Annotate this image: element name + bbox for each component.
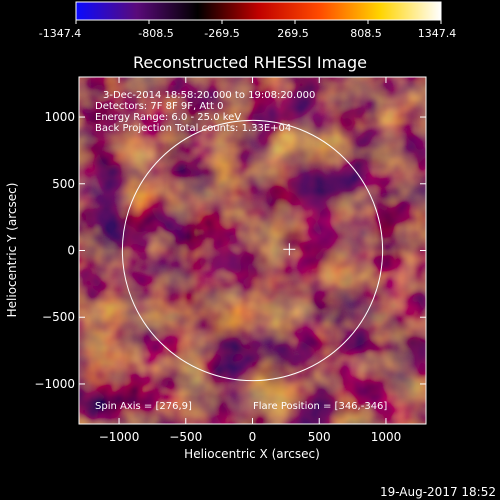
- x-axis-label: Heliocentric X (arcsec): [184, 447, 320, 461]
- x-tick-label: −500: [169, 430, 202, 444]
- y-tick-label: −500: [42, 310, 75, 324]
- y-tick-label: 500: [52, 177, 75, 191]
- y-axis-label: Heliocentric Y (arcsec): [5, 183, 19, 318]
- colorbar-tick-label-3: 269.5: [277, 27, 309, 40]
- colorbar-tick-label-4: 808.5: [350, 27, 382, 40]
- colorbar-tick-label-5: 1347.4: [418, 27, 457, 40]
- colorbar: -1347.4 -808.5 -269.5 269.5 808.5 1347.4: [39, 1, 457, 40]
- rhessi-image: [79, 77, 426, 424]
- x-tick-label: 1000: [371, 430, 402, 444]
- colorbar-tick-label-2: -269.5: [204, 27, 239, 40]
- x-tick-label: 0: [249, 430, 257, 444]
- colorbar-ticks: [75, 20, 442, 24]
- colorbar-tick-label-1: -808.5: [138, 27, 173, 40]
- plot-title: Reconstructed RHESSI Image: [133, 53, 367, 72]
- y-axis-ticks: −1000 −500 0 500 1000: [34, 110, 426, 391]
- colorbar-gradient: [75, 1, 442, 21]
- info-detectors: Detectors: 7F 8F 9F, Att 0: [95, 101, 223, 112]
- spin-axis-label: Spin Axis = [276,9]: [95, 401, 192, 412]
- info-time-range: 3-Dec-2014 18:58:20.000 to 19:08:20.000: [103, 90, 315, 101]
- info-block: 3-Dec-2014 18:58:20.000 to 19:08:20.000 …: [95, 90, 315, 134]
- info-method-counts: Back Projection Total counts: 1.33E+04: [95, 123, 291, 134]
- timestamp: 19-Aug-2017 18:52: [380, 485, 496, 499]
- x-tick-label: −1000: [99, 430, 140, 444]
- flare-position-marker: [283, 243, 296, 256]
- colorbar-tick-label-0: -1347.4: [39, 27, 81, 40]
- image-noise-blobs: [79, 77, 426, 424]
- y-tick-label: 1000: [44, 110, 75, 124]
- y-tick-label: −1000: [34, 377, 75, 391]
- y-tick-label: 0: [67, 244, 75, 258]
- info-energy-range: Energy Range: 6.0 - 25.0 keV: [95, 112, 241, 123]
- flare-position-label: Flare Position = [346,-346]: [253, 401, 387, 412]
- x-axis-ticks: −1000 −500 0 500 1000: [99, 77, 401, 444]
- solar-limb-circle: [121, 119, 384, 382]
- x-tick-label: 500: [308, 430, 331, 444]
